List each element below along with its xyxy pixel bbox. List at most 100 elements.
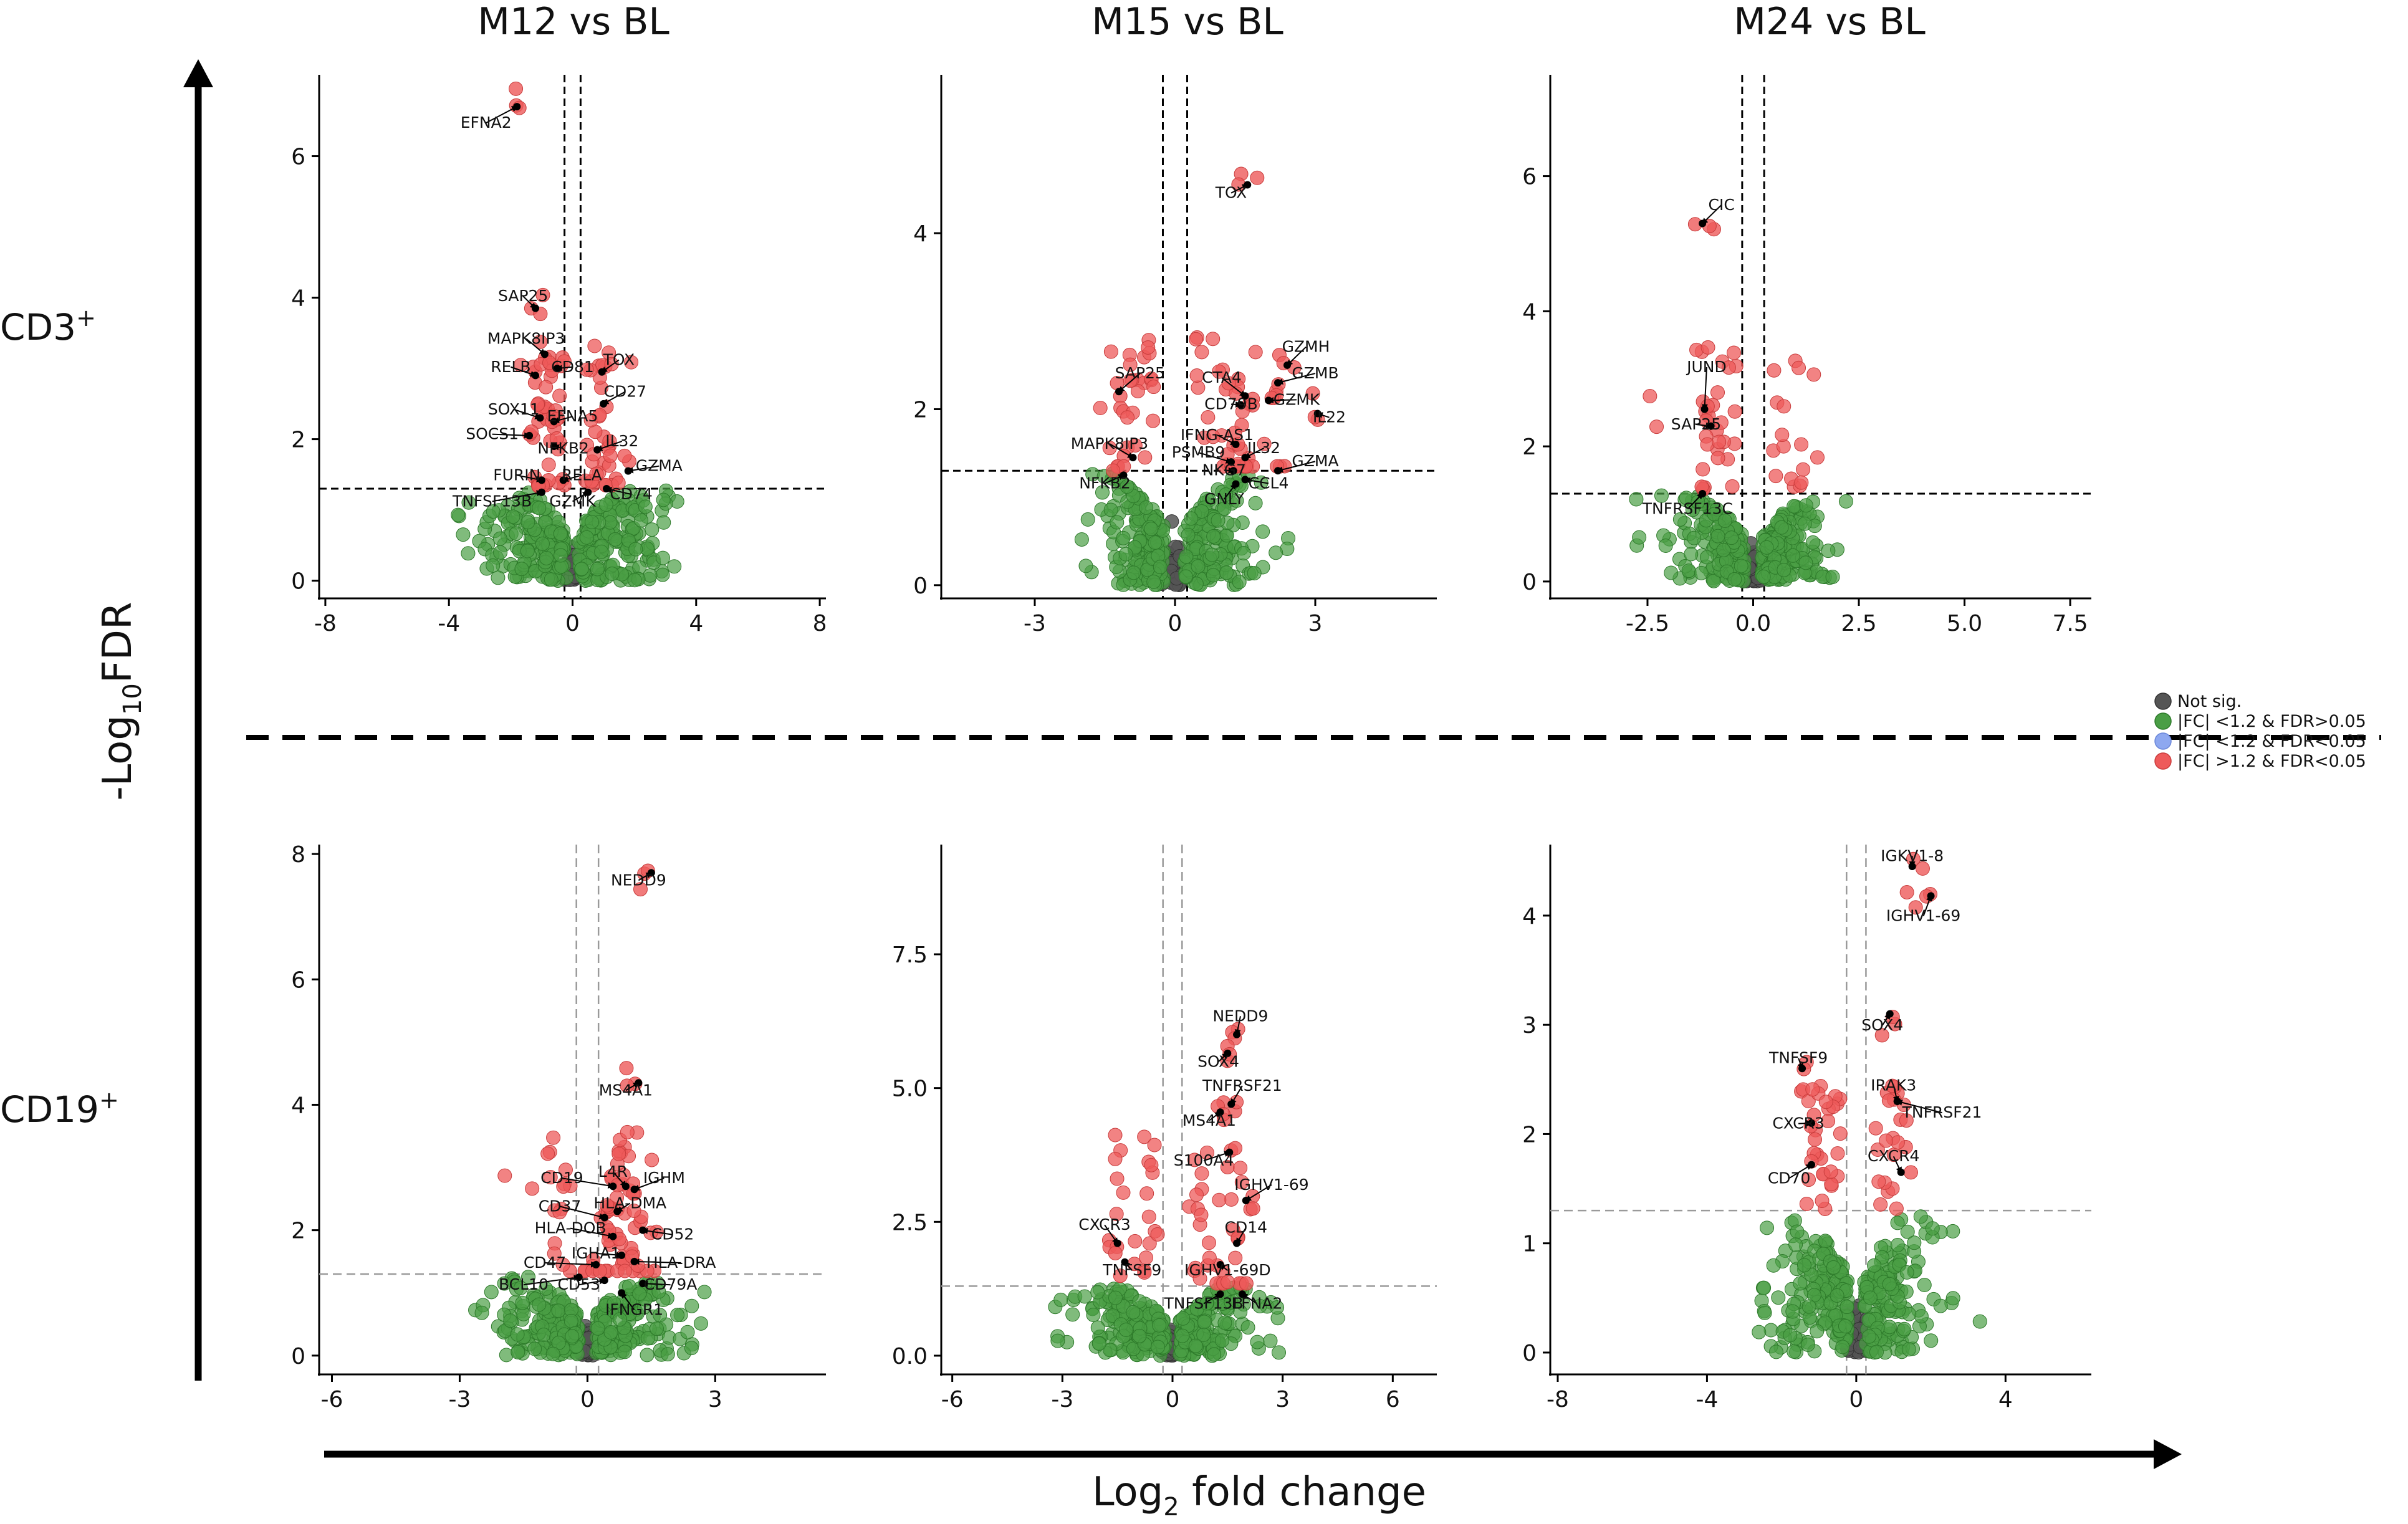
point-green bbox=[1091, 1336, 1106, 1351]
y-tick-label: 6 bbox=[291, 967, 305, 993]
point-red bbox=[620, 1124, 635, 1139]
point-red bbox=[1879, 1133, 1894, 1148]
gene-point bbox=[532, 371, 540, 380]
point-red bbox=[497, 1168, 512, 1183]
gene-point bbox=[540, 350, 549, 358]
point-green bbox=[640, 1348, 655, 1363]
point-red bbox=[1201, 410, 1216, 424]
point-green bbox=[486, 558, 501, 573]
point-green bbox=[1797, 516, 1812, 531]
point-green bbox=[503, 1313, 518, 1328]
gene-point bbox=[1274, 467, 1282, 475]
point-green bbox=[1236, 546, 1251, 561]
gene-label: RELB bbox=[491, 358, 530, 376]
point-green bbox=[660, 1347, 675, 1362]
point-green bbox=[1229, 493, 1244, 508]
point-green bbox=[1240, 1320, 1255, 1335]
point-green bbox=[1179, 549, 1194, 564]
panel-gene-labels: CIC JUND SAP25 TNFRSF13C bbox=[1642, 196, 1735, 518]
gene-point bbox=[1927, 892, 1935, 900]
point-red bbox=[1150, 1227, 1165, 1242]
point-green bbox=[1810, 1324, 1825, 1339]
gene-label: IGHV1-69 bbox=[1886, 907, 1960, 925]
point-green bbox=[1840, 1300, 1854, 1315]
point-green bbox=[1632, 530, 1647, 545]
y-axis-label-sub: 10 bbox=[118, 683, 147, 715]
y-tick-label: 6 bbox=[1522, 165, 1537, 190]
point-green bbox=[584, 514, 599, 529]
column-title-m15: M15 vs BL bbox=[1091, 0, 1283, 44]
point-red bbox=[1799, 1197, 1814, 1212]
y-tick-label: 8 bbox=[291, 842, 305, 868]
gene-point bbox=[609, 1232, 617, 1240]
point-green bbox=[1074, 532, 1089, 547]
point-red bbox=[1823, 1164, 1838, 1179]
x-tick-label: 3 bbox=[1308, 611, 1323, 636]
gene-pointer bbox=[525, 338, 546, 355]
point-green bbox=[1189, 577, 1204, 592]
gene-label: SAP25 bbox=[1115, 364, 1165, 382]
column-title-m24: M24 vs BL bbox=[1734, 0, 1926, 44]
y-axis-arrowhead bbox=[183, 59, 213, 87]
gene-pointer bbox=[596, 441, 623, 451]
gene-point bbox=[600, 400, 608, 408]
point-green bbox=[1752, 1325, 1767, 1339]
point-red bbox=[533, 334, 548, 349]
point-green bbox=[1805, 535, 1820, 550]
point-green bbox=[554, 548, 568, 563]
y-tick-label: 5.0 bbox=[892, 1076, 928, 1102]
point-red bbox=[619, 1061, 634, 1076]
point-red bbox=[1643, 389, 1657, 404]
panel-gene-labels: NEDD9 MS4A1 CD19 L4R IGHM CD37 HLA-DMA CD52 HLA-… bbox=[499, 869, 716, 1318]
gene-point bbox=[1265, 396, 1272, 405]
y-tick-label: 2 bbox=[1522, 1122, 1537, 1148]
gene-point bbox=[1113, 1239, 1121, 1247]
point-green bbox=[1867, 1258, 1882, 1273]
point-red bbox=[1712, 434, 1727, 449]
gene-label: CXCR3 bbox=[1078, 1215, 1131, 1234]
point-red bbox=[542, 355, 557, 370]
point-green bbox=[1090, 1320, 1105, 1335]
point-green bbox=[1699, 550, 1714, 565]
point-green bbox=[515, 1295, 530, 1310]
point-green bbox=[1191, 559, 1206, 574]
gene-point bbox=[1313, 410, 1322, 418]
x-tick-label: 8 bbox=[813, 611, 827, 636]
gene-point bbox=[603, 485, 611, 493]
legend-label-red: |FC| >1.2 & FDR<0.05 bbox=[2177, 752, 2366, 771]
point-red bbox=[1116, 1185, 1131, 1200]
gene-label: GZMA bbox=[1292, 452, 1338, 470]
point-green bbox=[680, 1325, 695, 1339]
gene-label: TNFRSF13C bbox=[1642, 500, 1733, 518]
gene-label: SAP25 bbox=[498, 287, 548, 305]
point-red bbox=[1805, 1082, 1820, 1097]
point-green bbox=[1247, 566, 1262, 581]
point-green bbox=[1925, 1221, 1940, 1236]
point-red bbox=[1833, 1126, 1848, 1141]
point-green bbox=[1150, 1339, 1165, 1354]
gene-label: HLA-DOB bbox=[535, 1219, 607, 1237]
x-tick-label: 6 bbox=[1386, 1387, 1400, 1412]
point-red bbox=[1777, 399, 1792, 414]
gene-point bbox=[1242, 1196, 1250, 1204]
point-green bbox=[594, 544, 609, 559]
x-axis-label-rest: fold change bbox=[1179, 1469, 1426, 1515]
point-green bbox=[1763, 1323, 1778, 1338]
legend-label-not-sig: Not sig. bbox=[2177, 692, 2242, 711]
panel-cd19-m15: 0.0 2.5 5.0 7.5 -6 -3 0 3 6 NEDD9 SOX4 TNFRSF21 MS4A… bbox=[892, 845, 1437, 1412]
y-tick-label: 7.5 bbox=[892, 942, 928, 968]
point-green bbox=[1120, 479, 1134, 494]
x-axis-label-base: Log bbox=[1092, 1469, 1163, 1515]
gene-label: CD81 bbox=[551, 358, 594, 376]
point-red bbox=[617, 1263, 632, 1278]
point-green bbox=[1890, 1215, 1905, 1230]
gene-point bbox=[1700, 405, 1709, 413]
gene-label: GZMK bbox=[1274, 390, 1320, 408]
gene-label: CXCR3 bbox=[1772, 1114, 1825, 1133]
point-green bbox=[532, 501, 547, 515]
gene-label: EFNA5 bbox=[547, 407, 598, 425]
point-red bbox=[513, 358, 528, 373]
point-green bbox=[539, 550, 554, 565]
panel-points bbox=[1629, 217, 1853, 589]
